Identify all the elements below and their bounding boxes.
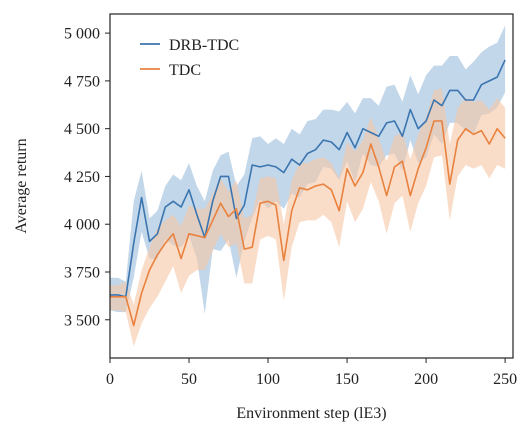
tdc-band: [110, 88, 506, 347]
y-tick-label: 3 500: [64, 312, 100, 329]
tdc-line: [110, 120, 506, 327]
confidence-bands: [110, 25, 506, 347]
y-axis-label: Average return: [13, 138, 30, 233]
x-tick-label: 250: [493, 371, 517, 388]
legend-label-tdc: TDC: [169, 62, 201, 79]
y-tick-label: 5 000: [64, 26, 100, 43]
x-tick-label: 100: [256, 371, 280, 388]
legend-label-drb-tdc: DRB-TDC: [169, 37, 239, 54]
series-lines: [110, 59, 506, 327]
x-tick-label: 0: [106, 371, 114, 388]
drb-tdc-line: [110, 59, 506, 298]
y-tick-label: 4 750: [64, 73, 100, 90]
x-tick-label: 150: [335, 371, 359, 388]
x-tick-label: 50: [181, 371, 197, 388]
y-axis-ticks: 3 500 3 750 4 000 4 250 4 500 4 750 5 000: [64, 26, 110, 329]
y-tick-label: 4 250: [64, 169, 100, 186]
y-tick-label: 4 000: [64, 217, 100, 234]
x-tick-label: 200: [414, 371, 438, 388]
plot-frame: [109, 13, 514, 359]
y-tick-label: 4 500: [64, 121, 100, 138]
legend: DRB-TDC TDC: [140, 37, 239, 79]
x-axis-ticks: 0 50 100 150 200 250: [106, 358, 517, 388]
x-axis-label: Environment step (lE3): [236, 405, 386, 422]
y-tick-label: 3 750: [64, 265, 100, 282]
